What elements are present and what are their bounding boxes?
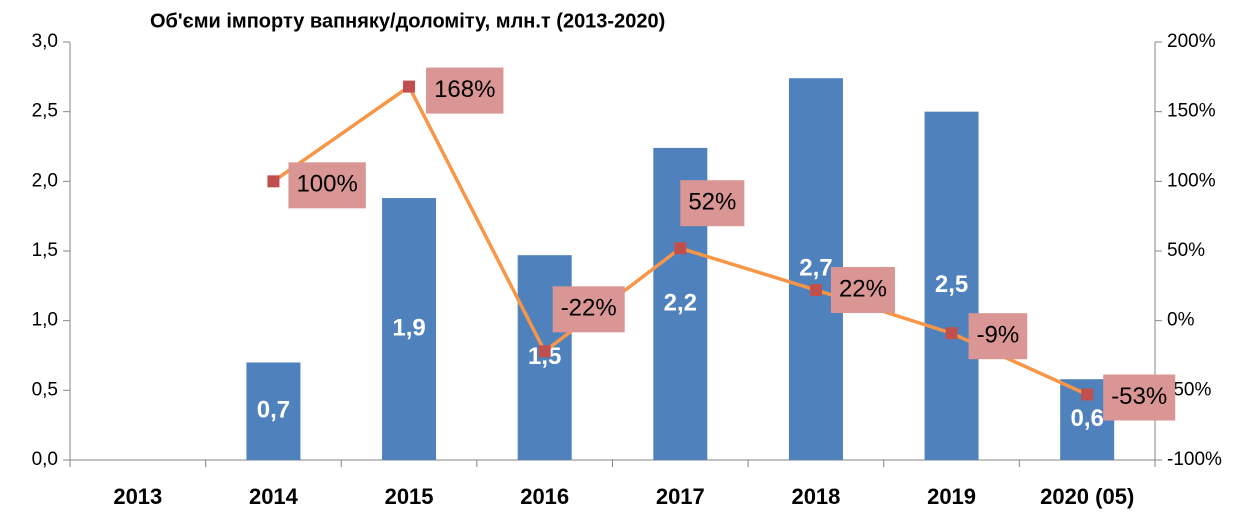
bar-value-label: 0,6 xyxy=(1071,405,1104,432)
y2-tick-label: 200% xyxy=(1167,31,1216,52)
x-tick-label: 2014 xyxy=(249,484,299,509)
x-tick-label: 2016 xyxy=(520,484,569,509)
y-tick-label: 1,5 xyxy=(32,240,58,261)
x-tick-label: 2019 xyxy=(927,484,976,509)
y-tick-label: 0,0 xyxy=(32,449,58,470)
value-label-box xyxy=(552,286,625,333)
line-value-label: 22% xyxy=(839,275,887,302)
y-tick-label: 0,5 xyxy=(32,379,58,400)
y2-tick-label: -100% xyxy=(1167,449,1222,470)
bar-value-label: 2,2 xyxy=(664,289,697,316)
bar-value-label: 2,7 xyxy=(799,254,832,281)
y-tick-label: 2,0 xyxy=(32,170,58,191)
value-label-box xyxy=(426,67,504,114)
line-value-label: 100% xyxy=(296,171,357,198)
value-label-box xyxy=(680,180,745,227)
y2-tick-label: 150% xyxy=(1167,101,1216,122)
x-tick-label: 2013 xyxy=(113,484,162,509)
x-tick-label: 2018 xyxy=(791,484,840,509)
bar xyxy=(246,362,301,460)
line-value-label: -9% xyxy=(977,322,1020,349)
line-marker xyxy=(1081,388,1094,401)
y-tick-label: 1,0 xyxy=(32,310,58,331)
value-label-box xyxy=(288,162,366,209)
line-marker xyxy=(945,327,958,340)
bar xyxy=(924,111,979,461)
line-marker xyxy=(403,80,416,93)
line-value-label: 168% xyxy=(434,76,495,103)
bar-value-label: 0,7 xyxy=(257,397,290,424)
chart-title: Об'єми імпорту вапняку/доломіту, млн.т (… xyxy=(150,10,665,32)
x-tick-label: 2017 xyxy=(656,484,705,509)
line-marker xyxy=(809,284,822,297)
value-label-box xyxy=(830,267,895,314)
y2-tick-label: 50% xyxy=(1167,240,1205,261)
line-value-label: 52% xyxy=(688,189,736,216)
line-value-label: -53% xyxy=(1111,383,1167,410)
line-marker xyxy=(538,345,551,358)
y-tick-label: 2,5 xyxy=(32,101,58,122)
line-marker xyxy=(674,242,687,255)
y2-tick-label: 100% xyxy=(1167,170,1216,191)
bar xyxy=(382,198,437,460)
line-marker xyxy=(267,175,280,188)
x-tick-label: 2020 (05) xyxy=(1040,484,1134,509)
x-tick-label: 2015 xyxy=(385,484,434,509)
bar-value-label: 2,5 xyxy=(935,271,968,298)
value-label-box xyxy=(968,313,1028,360)
y-tick-label: 3,0 xyxy=(32,31,58,52)
bar-value-label: 1,9 xyxy=(392,314,425,341)
y2-tick-label: -50% xyxy=(1167,379,1211,400)
line-value-label: -22% xyxy=(561,295,617,322)
y2-tick-label: 0% xyxy=(1167,310,1195,331)
value-label-box xyxy=(1103,374,1176,421)
